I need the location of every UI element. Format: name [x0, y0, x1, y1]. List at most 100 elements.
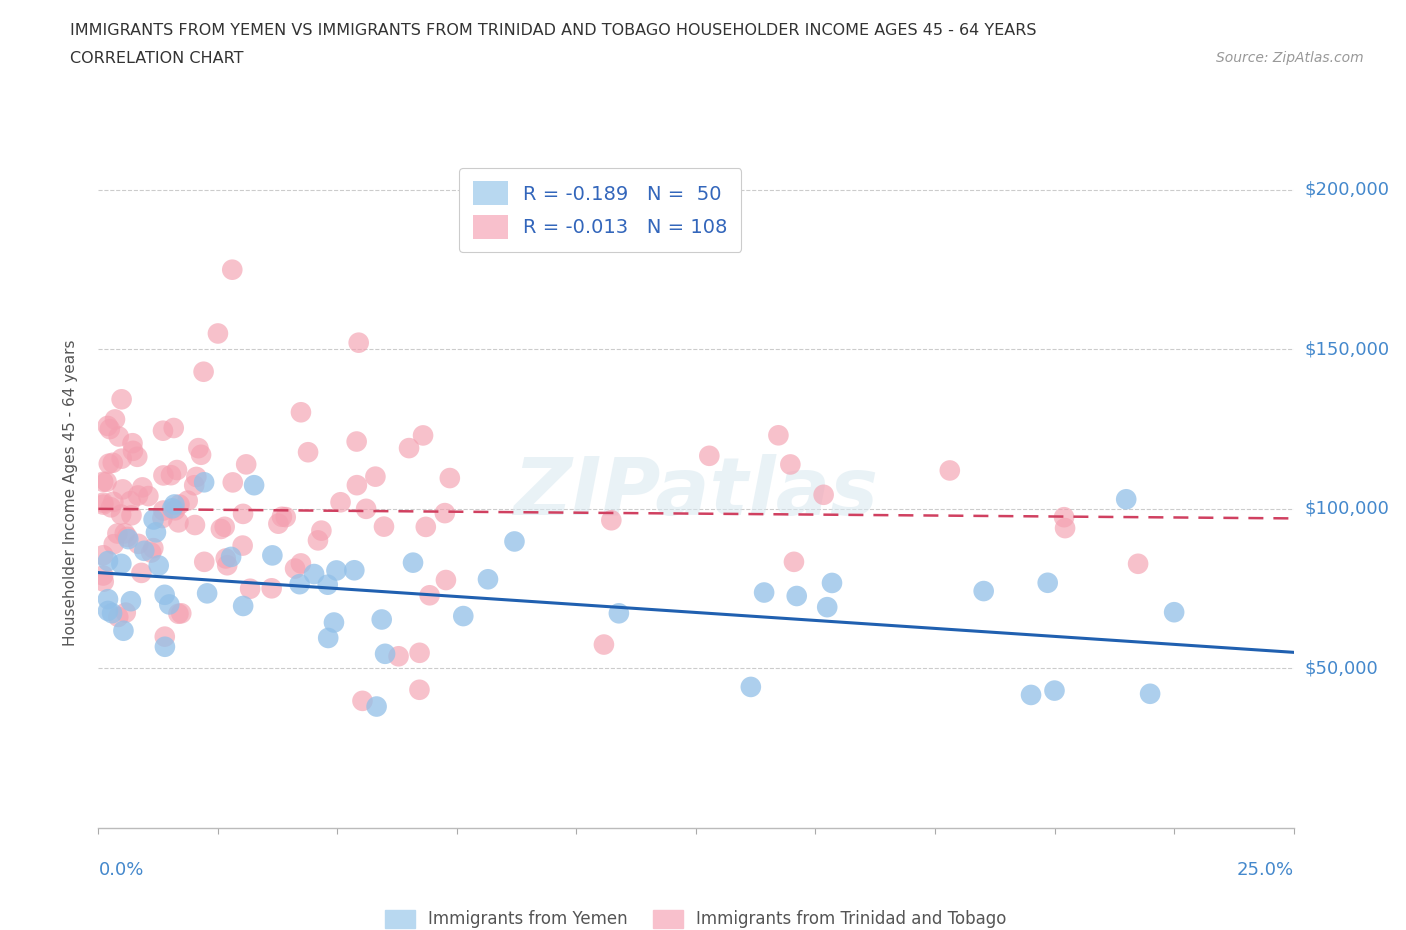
Point	[415, 520, 437, 535]
Point	[346, 478, 368, 493]
Point	[1053, 510, 1076, 525]
Point	[288, 577, 311, 591]
Point	[325, 563, 347, 578]
Point	[697, 448, 720, 463]
Point	[195, 586, 218, 601]
Point	[973, 584, 995, 599]
Point	[145, 525, 167, 539]
Point	[433, 506, 456, 521]
Point	[183, 478, 205, 493]
Point	[779, 457, 801, 472]
Point	[262, 548, 284, 563]
Text: $50,000: $50,000	[1305, 659, 1378, 677]
Point	[107, 429, 129, 444]
Point	[111, 451, 134, 466]
Point	[1126, 556, 1149, 571]
Point	[96, 474, 118, 489]
Point	[453, 608, 475, 623]
Point	[120, 593, 142, 608]
Point	[593, 637, 616, 652]
Point	[786, 589, 808, 604]
Point	[267, 516, 290, 531]
Point	[152, 423, 174, 438]
Point	[260, 581, 283, 596]
Point	[91, 548, 114, 563]
Point	[346, 434, 368, 449]
Point	[167, 515, 190, 530]
Point	[284, 561, 307, 576]
Point	[354, 501, 377, 516]
Point	[111, 482, 134, 497]
Point	[91, 496, 114, 511]
Text: ZIPatlas: ZIPatlas	[513, 454, 879, 532]
Text: CORRELATION CHART: CORRELATION CHART	[70, 51, 243, 66]
Point	[103, 495, 125, 510]
Point	[148, 558, 170, 573]
Point	[1043, 684, 1066, 698]
Point	[112, 623, 135, 638]
Point	[232, 538, 254, 553]
Point	[316, 578, 339, 592]
Point	[1139, 686, 1161, 701]
Point	[290, 405, 312, 419]
Point	[374, 646, 396, 661]
Point	[142, 540, 165, 555]
Point	[160, 468, 183, 483]
Point	[1163, 604, 1185, 619]
Point	[93, 574, 115, 589]
Point	[752, 585, 775, 600]
Point	[127, 488, 149, 503]
Point	[302, 566, 325, 581]
Point	[141, 545, 163, 560]
Point	[1054, 521, 1077, 536]
Point	[91, 568, 114, 583]
Point	[163, 503, 186, 518]
Point	[316, 631, 339, 645]
Point	[142, 512, 165, 527]
Point	[398, 441, 420, 456]
Point	[813, 487, 835, 502]
Point	[1115, 492, 1137, 507]
Point	[186, 470, 208, 485]
Point	[98, 421, 121, 436]
Point	[157, 597, 180, 612]
Point	[270, 510, 292, 525]
Point	[408, 645, 430, 660]
Point	[117, 529, 139, 544]
Point	[163, 497, 186, 512]
Text: 0.0%: 0.0%	[98, 860, 143, 879]
Point	[373, 519, 395, 534]
Point	[821, 576, 844, 591]
Point	[97, 604, 120, 618]
Point	[131, 565, 153, 580]
Y-axis label: Householder Income Ages 45 - 64 years: Householder Income Ages 45 - 64 years	[63, 339, 77, 646]
Point	[307, 533, 329, 548]
Point	[101, 456, 124, 471]
Point	[97, 457, 120, 472]
Text: $150,000: $150,000	[1305, 340, 1389, 358]
Text: $200,000: $200,000	[1305, 181, 1389, 199]
Point	[152, 468, 174, 483]
Point	[170, 605, 193, 620]
Point	[176, 493, 198, 508]
Point	[408, 683, 430, 698]
Point	[243, 478, 266, 493]
Point	[117, 532, 139, 547]
Point	[939, 463, 962, 478]
Point	[107, 526, 129, 541]
Point	[214, 519, 236, 534]
Point	[121, 436, 143, 451]
Point	[153, 588, 176, 603]
Point	[104, 412, 127, 427]
Point	[402, 555, 425, 570]
Point	[131, 480, 153, 495]
Point	[127, 537, 149, 551]
Text: $100,000: $100,000	[1305, 499, 1389, 518]
Point	[167, 606, 190, 621]
Point	[783, 554, 806, 569]
Point	[120, 494, 142, 509]
Point	[103, 537, 125, 551]
Point	[412, 428, 434, 443]
Point	[187, 441, 209, 456]
Point	[607, 605, 630, 620]
